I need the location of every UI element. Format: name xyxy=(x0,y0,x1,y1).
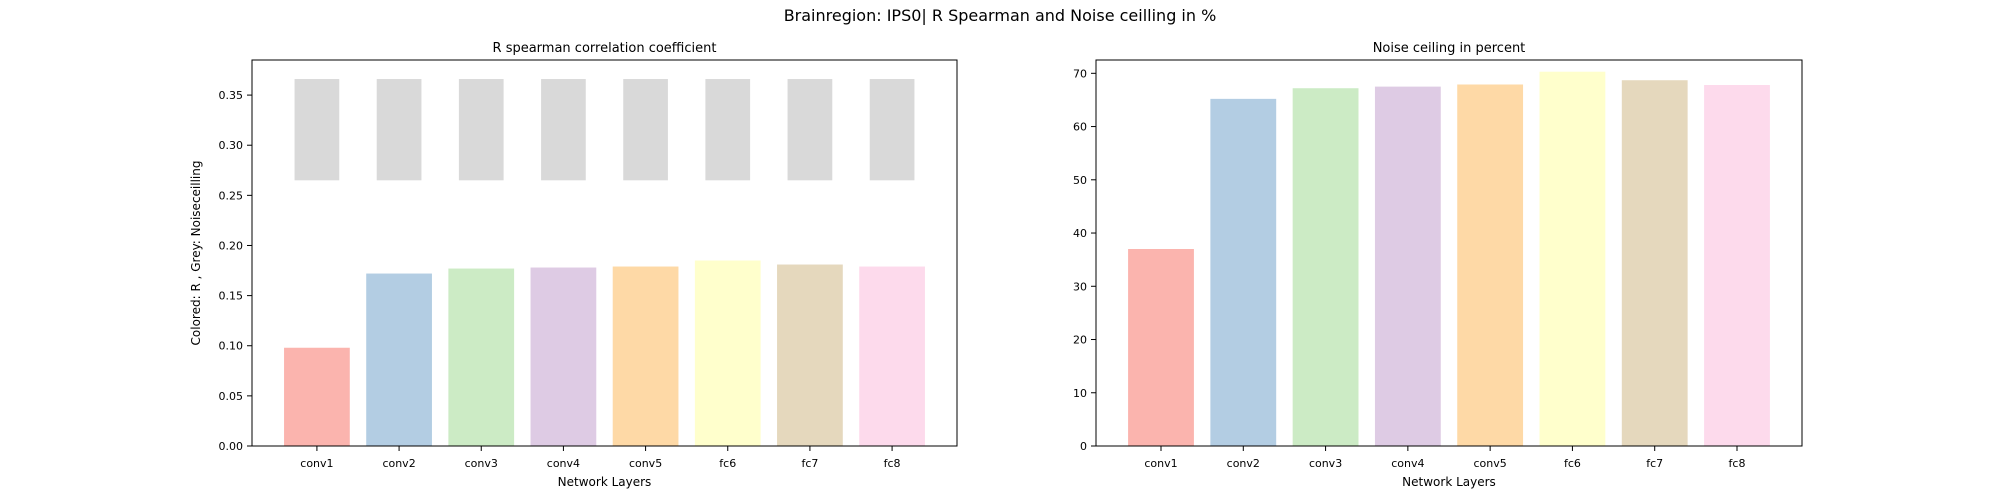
y-tick-label-1-7: 0.35 xyxy=(219,89,244,102)
figure-title: Brainregion: IPS0| R Spearman and Noise … xyxy=(783,6,1217,25)
x-tick-label-conv5: conv5 xyxy=(629,457,662,470)
bar-conv4 xyxy=(530,267,597,446)
bar-conv1 xyxy=(1128,249,1194,446)
y-tick-label-1-4: 0.20 xyxy=(219,239,244,252)
noise-ceiling-bar-conv3 xyxy=(458,79,504,181)
bar-conv2 xyxy=(366,273,432,446)
noise-ceiling-bar-fc7 xyxy=(787,79,833,181)
x-tick-label-fc7: fc7 xyxy=(1646,457,1663,470)
axes-frame-2 xyxy=(1095,59,1803,447)
x-tick-label-fc8: fc8 xyxy=(1729,457,1746,470)
y-tick-label-2-4: 40 xyxy=(1073,227,1087,240)
x-tick-label-conv4: conv4 xyxy=(547,457,580,470)
bar-conv4 xyxy=(1374,86,1441,446)
noise-ceiling-bar-conv1 xyxy=(294,79,340,181)
x-axis-label-2: Network Layers xyxy=(1402,475,1496,489)
x-tick-label-conv4: conv4 xyxy=(1391,457,1424,470)
bar-conv5 xyxy=(612,266,679,446)
y-tick-label-1-3: 0.15 xyxy=(219,290,244,303)
y-tick-label-1-1: 0.05 xyxy=(219,390,244,403)
x-tick-label-fc8: fc8 xyxy=(884,457,901,470)
bar-fc7 xyxy=(1621,80,1688,447)
y-tick-label-2-5: 50 xyxy=(1073,174,1087,187)
y-tick-label-2-0: 0 xyxy=(1080,440,1087,453)
x-tick-label-conv1: conv1 xyxy=(300,457,333,470)
noise-ceiling-bar-conv4 xyxy=(541,79,586,181)
noise-ceiling-bar-conv5 xyxy=(623,79,668,181)
y-tick-label-1-5: 0.25 xyxy=(219,189,244,202)
bar-conv3 xyxy=(448,268,515,446)
bar-fc6 xyxy=(1539,71,1606,446)
x-tick-label-conv2: conv2 xyxy=(1227,457,1260,470)
bar-fc7 xyxy=(777,264,843,446)
panel-title-2: Noise ceiling in percent xyxy=(1373,41,1526,56)
x-axis-label-1: Network Layers xyxy=(558,475,652,489)
bar-conv1 xyxy=(284,347,350,446)
noise-ceiling-bar-fc8 xyxy=(869,79,915,181)
x-tick-label-conv3: conv3 xyxy=(465,457,498,470)
panel-title-1: R spearman correlation coefficient xyxy=(493,41,717,56)
x-tick-label-fc7: fc7 xyxy=(801,457,818,470)
bar-fc6 xyxy=(694,260,761,446)
y-tick-label-2-1: 10 xyxy=(1073,387,1087,400)
y-axis-label-1: Colored: R , Grey: Noiseceilling xyxy=(189,161,203,346)
axes-frame-1 xyxy=(251,59,958,447)
x-tick-label-conv5: conv5 xyxy=(1474,457,1507,470)
bar-conv3 xyxy=(1292,88,1359,447)
noise-ceiling-bar-conv2 xyxy=(376,79,422,181)
noise-ceiling-bar-fc6 xyxy=(705,79,751,181)
x-tick-label-fc6: fc6 xyxy=(719,457,736,470)
y-tick-label-1-0: 0.00 xyxy=(219,440,244,453)
bar-fc8 xyxy=(1704,85,1770,447)
bar-fc8 xyxy=(859,266,925,446)
x-tick-label-fc6: fc6 xyxy=(1564,457,1581,470)
bar-conv5 xyxy=(1457,84,1524,447)
x-tick-label-conv3: conv3 xyxy=(1309,457,1342,470)
x-tick-label-conv1: conv1 xyxy=(1144,457,1177,470)
y-tick-label-1-6: 0.30 xyxy=(219,139,244,152)
y-tick-label-2-7: 70 xyxy=(1073,67,1087,80)
y-tick-label-2-3: 30 xyxy=(1073,280,1087,293)
y-tick-label-2-6: 60 xyxy=(1073,121,1087,134)
bar-conv2 xyxy=(1210,98,1277,446)
x-tick-label-conv2: conv2 xyxy=(382,457,415,470)
y-tick-label-2-2: 20 xyxy=(1073,334,1087,347)
y-tick-label-1-2: 0.10 xyxy=(219,340,244,353)
